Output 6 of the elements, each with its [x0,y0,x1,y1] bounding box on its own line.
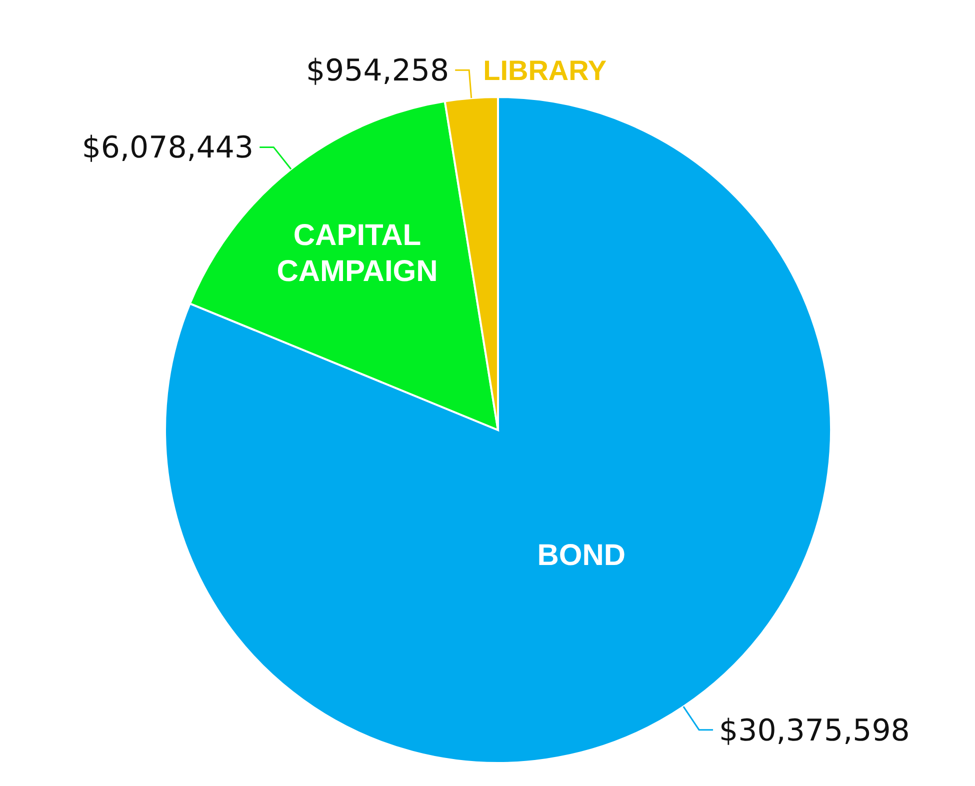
slice-label: CAPITAL CAMPAIGN [276,219,438,288]
slice-label: LIBRARY [483,54,607,86]
data-label: $30,375,598 [719,713,910,748]
data-label: $6,078,443 [82,130,254,166]
data-label: $954,258 [306,54,450,89]
slice-label: BOND [537,538,626,572]
